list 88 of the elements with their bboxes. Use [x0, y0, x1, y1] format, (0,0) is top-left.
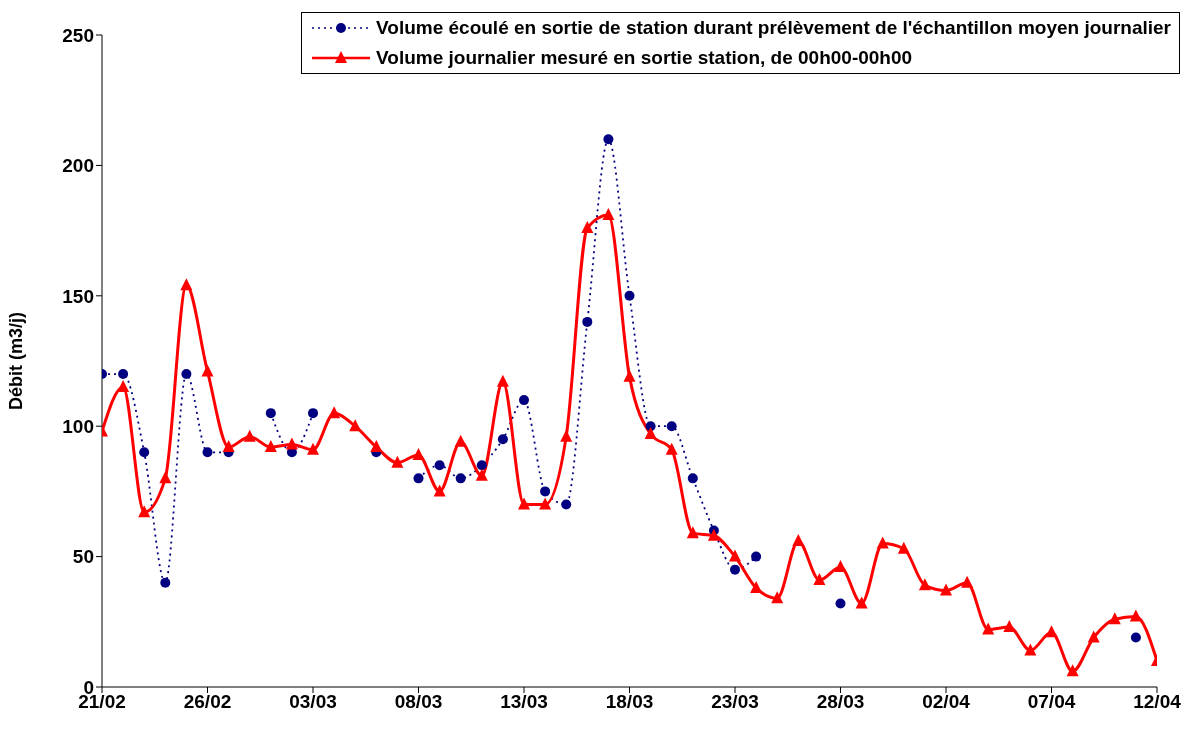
- point: [602, 207, 615, 220]
- y-tick-label: 100: [62, 415, 94, 437]
- point: [328, 406, 341, 419]
- x-tick-label: 28/03: [816, 691, 865, 713]
- point: [687, 473, 698, 484]
- point: [644, 427, 657, 440]
- point: [1130, 632, 1141, 643]
- point: [1024, 643, 1037, 656]
- point: [285, 437, 298, 450]
- point: [243, 429, 256, 442]
- point: [834, 560, 847, 573]
- legend-label: Volume écoulé en sortie de station durant prélèvement de l'échantillon moyen journalier: [376, 17, 1171, 39]
- point: [201, 364, 214, 377]
- x-tick-label: 12/04: [1133, 691, 1182, 713]
- point: [666, 421, 677, 432]
- y-tick-label: 150: [62, 285, 94, 307]
- point: [686, 526, 699, 539]
- point: [918, 578, 931, 591]
- point: [202, 447, 213, 458]
- point: [160, 577, 171, 588]
- point: [434, 460, 445, 471]
- point: [603, 134, 614, 145]
- point: [581, 220, 594, 233]
- x-tick-label: 07/04: [1027, 691, 1076, 713]
- y-tick-label: 50: [72, 546, 94, 568]
- x-tick-label: 18/03: [605, 691, 654, 713]
- point: [181, 369, 192, 380]
- point: [540, 486, 551, 497]
- point: [264, 440, 277, 453]
- y-tick-label: 200: [62, 155, 94, 177]
- point: [159, 471, 172, 484]
- legend-label: Volume journalier mesuré en sortie station, de 00h00-00h00: [376, 47, 913, 69]
- point: [518, 497, 530, 510]
- point: [349, 419, 362, 432]
- point: [560, 429, 573, 442]
- point: [1087, 630, 1100, 643]
- point: [961, 575, 974, 588]
- x-tick-label: 13/03: [500, 691, 548, 713]
- point: [876, 536, 889, 549]
- point: [835, 598, 846, 609]
- point: [139, 447, 150, 458]
- point: [180, 278, 193, 291]
- y-tick-label: 250: [62, 24, 94, 46]
- point: [1129, 609, 1142, 622]
- point: [117, 380, 130, 393]
- x-tick-label: 02/04: [922, 691, 971, 713]
- x-tick-label: 26/02: [183, 691, 232, 713]
- point: [855, 596, 868, 609]
- point: [539, 497, 552, 510]
- y-axis-title: Débit (m3/j): [6, 311, 27, 411]
- point: [813, 573, 826, 586]
- point: [1045, 625, 1058, 638]
- point: [1108, 612, 1121, 625]
- point: [496, 374, 509, 387]
- point: [265, 408, 276, 419]
- point: [413, 473, 424, 484]
- point: [433, 484, 446, 497]
- point: [497, 434, 508, 445]
- point: [730, 564, 740, 575]
- point: [222, 440, 235, 453]
- point: [729, 549, 741, 562]
- point: [138, 505, 151, 518]
- point: [391, 455, 404, 468]
- x-tick-label: 08/03: [394, 691, 443, 713]
- point: [665, 442, 678, 455]
- point: [1066, 664, 1079, 677]
- point: [412, 447, 425, 460]
- x-tick-label: 23/03: [711, 691, 759, 713]
- point: [307, 442, 319, 455]
- point: [454, 434, 467, 447]
- point: [982, 622, 995, 635]
- point: [561, 499, 572, 510]
- point: [751, 551, 762, 562]
- point: [582, 316, 593, 327]
- point: [118, 369, 129, 380]
- point: [455, 473, 466, 484]
- x-tick-label: 03/03: [289, 691, 337, 713]
- point: [308, 408, 318, 419]
- point: [771, 591, 784, 604]
- point: [624, 290, 635, 301]
- point: [940, 583, 952, 596]
- point: [792, 533, 805, 546]
- point: [897, 541, 910, 554]
- point: [475, 468, 488, 481]
- point: [370, 440, 383, 453]
- point: [519, 395, 529, 406]
- point: [707, 528, 720, 541]
- point: [476, 460, 487, 471]
